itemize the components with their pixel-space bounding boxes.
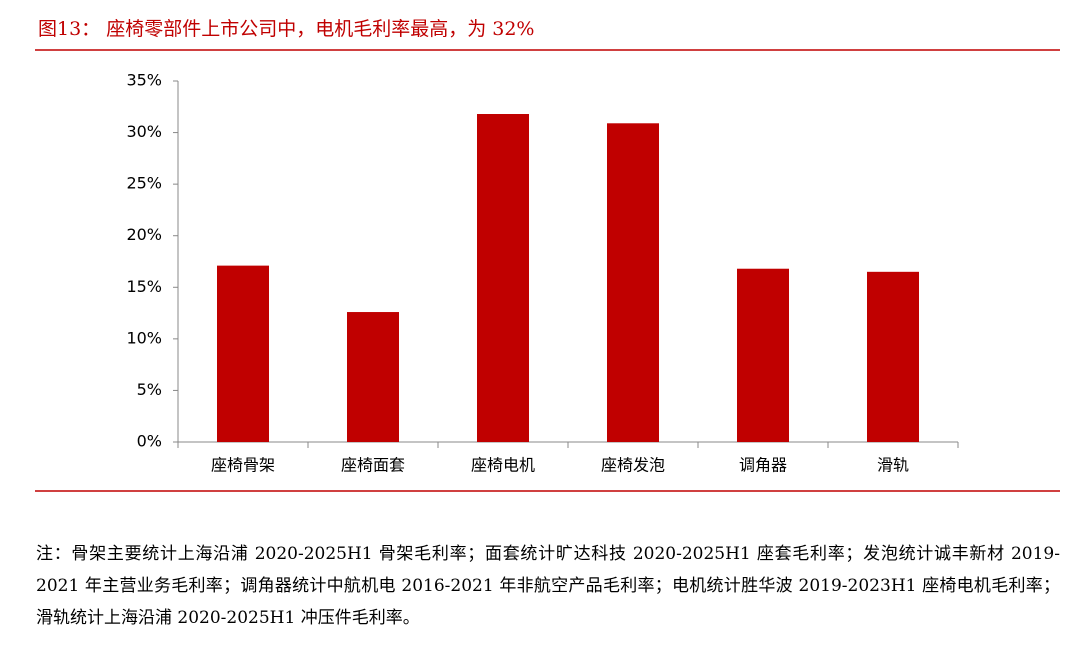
y-tick-label: 10% bbox=[126, 328, 162, 347]
x-tick-label: 滑轨 bbox=[877, 456, 909, 475]
x-tick-label: 座椅电机 bbox=[471, 456, 535, 475]
y-tick-label: 15% bbox=[126, 277, 162, 296]
bar bbox=[737, 268, 789, 442]
y-tick-label: 25% bbox=[126, 174, 162, 193]
y-tick-label: 0% bbox=[137, 432, 162, 451]
y-tick-label: 5% bbox=[137, 380, 162, 399]
bar bbox=[217, 265, 269, 442]
x-tick-label: 座椅面套 bbox=[341, 456, 405, 475]
x-tick-label: 座椅发泡 bbox=[601, 456, 665, 475]
bar bbox=[477, 114, 529, 443]
bar bbox=[867, 271, 919, 442]
y-tick-label: 30% bbox=[126, 122, 162, 141]
chart: 图13： 座椅零部件上市公司中，电机毛利率最高，为 32% 0% 5% 10% 15%… bbox=[35, 18, 1060, 492]
note: 注：骨架主要统计上海沿浦 2020-2025H1 骨架毛利率；面套统计旷达科技 … bbox=[36, 544, 1060, 628]
bar bbox=[347, 312, 399, 442]
bar bbox=[607, 123, 659, 442]
y-tick-label: 35% bbox=[126, 71, 162, 90]
chart-title: 图13： 座椅零部件上市公司中，电机毛利率最高，为 32% bbox=[38, 18, 535, 40]
y-tick-label: 20% bbox=[126, 225, 162, 244]
x-tick-label: 调角器 bbox=[739, 456, 787, 475]
x-tick-label: 座椅骨架 bbox=[211, 456, 275, 475]
